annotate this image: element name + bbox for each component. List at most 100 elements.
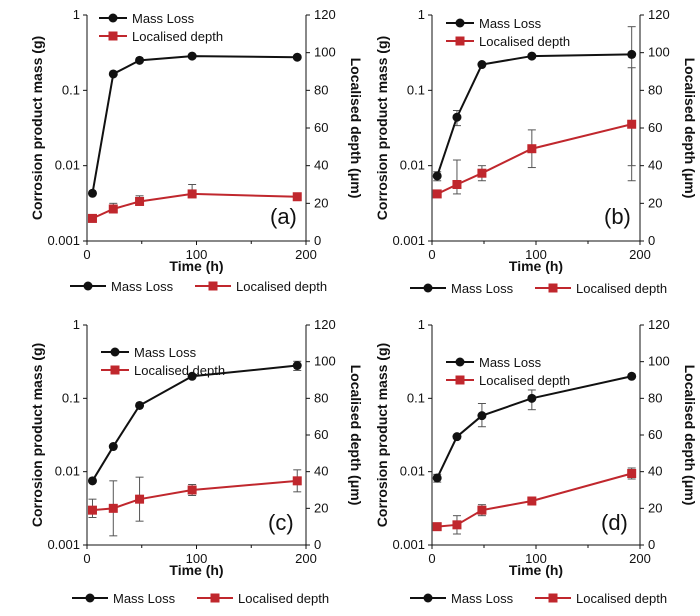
mass-loss-line bbox=[91, 55, 298, 194]
mass-loss-point bbox=[452, 112, 462, 122]
y-left-tick-label: 0.001 bbox=[392, 233, 425, 248]
localised-depth-point bbox=[432, 189, 442, 199]
x-tick-label: 0 bbox=[428, 247, 435, 262]
y-right-tick-label: 0 bbox=[648, 233, 655, 248]
y-left-tick-label: 1 bbox=[418, 317, 425, 332]
bottom-legend-marker bbox=[210, 593, 220, 603]
y-right-tick-label: 60 bbox=[648, 120, 662, 135]
legend-marker bbox=[455, 375, 465, 385]
mass-loss-point bbox=[87, 188, 97, 198]
chart-panel-2: 0 100 200 0.001 0.01 0.1 1 0 20 40 60 80 100 120 Time … bbox=[374, 7, 698, 296]
mass-loss-point bbox=[527, 51, 537, 61]
y-left-tick-label: 0.001 bbox=[47, 233, 80, 248]
x-tick-label: 0 bbox=[83, 247, 90, 262]
bottom-legend-label: Localised depth bbox=[576, 281, 667, 296]
panel-label: (c) bbox=[268, 510, 294, 535]
y-left-tick-label: 0.1 bbox=[62, 390, 80, 405]
legend-marker bbox=[108, 13, 118, 23]
y-left-tick-label: 0.1 bbox=[407, 82, 425, 97]
mass-loss-point bbox=[187, 371, 197, 381]
y-right-tick-label: 60 bbox=[648, 427, 662, 442]
y-right-tick-label: 120 bbox=[648, 7, 670, 22]
bottom-legend-label: Mass Loss bbox=[111, 279, 174, 294]
mass-loss-point bbox=[135, 55, 145, 65]
chart-panel-1: 0 100 200 0.001 0.01 0.1 1 0 20 40 60 80 100 120 Time … bbox=[29, 7, 364, 294]
localised-depth-point bbox=[527, 144, 537, 154]
localised-depth-point bbox=[477, 505, 487, 515]
bottom-legend-label: Mass Loss bbox=[451, 281, 514, 296]
mass-loss-line bbox=[436, 375, 632, 479]
localised-depth-point bbox=[135, 494, 145, 504]
x-axis-title: Time (h) bbox=[169, 258, 223, 274]
x-tick-label: 0 bbox=[428, 551, 435, 566]
bottom-legend-marker bbox=[548, 593, 558, 603]
localised-depth-point bbox=[477, 168, 487, 178]
x-tick-label: 100 bbox=[186, 247, 208, 262]
y-right-tick-label: 40 bbox=[314, 464, 328, 479]
y-right-tick-label: 40 bbox=[648, 464, 662, 479]
bottom-legend-label: Mass Loss bbox=[451, 591, 514, 606]
legend-marker bbox=[455, 18, 465, 28]
y-right-tick-label: 20 bbox=[314, 195, 328, 210]
y-left-axis-title: Corrosion product mass (g) bbox=[374, 36, 390, 220]
y-left-tick-label: 1 bbox=[73, 7, 80, 22]
y-left-tick-label: 1 bbox=[73, 317, 80, 332]
y-left-axis-title: Corrosion product mass (g) bbox=[374, 343, 390, 527]
y-right-tick-label: 120 bbox=[648, 317, 670, 332]
y-right-axis-title: Localised depth (μm) bbox=[682, 58, 698, 199]
x-axis-title: Time (h) bbox=[509, 562, 563, 578]
y-right-tick-label: 120 bbox=[314, 317, 336, 332]
mass-loss-point bbox=[292, 52, 302, 62]
y-left-tick-label: 1 bbox=[418, 7, 425, 22]
legend-marker bbox=[108, 31, 118, 41]
localised-depth-point bbox=[527, 496, 537, 506]
y-left-tick-label: 0.1 bbox=[62, 82, 80, 97]
panel-label: (a) bbox=[270, 204, 297, 229]
legend-label: Mass Loss bbox=[134, 345, 197, 360]
panel-label: (d) bbox=[601, 510, 628, 535]
mass-loss-line bbox=[436, 53, 632, 177]
y-right-tick-label: 20 bbox=[648, 195, 662, 210]
mass-loss-point bbox=[432, 473, 442, 483]
x-tick-label: 200 bbox=[629, 551, 651, 566]
legend-label: Localised depth bbox=[134, 363, 225, 378]
y-right-tick-label: 120 bbox=[314, 7, 336, 22]
chart-panel-4: 0 100 200 0.001 0.01 0.1 1 0 20 40 60 80 100 120 Time … bbox=[374, 317, 698, 606]
localised-depth-point bbox=[187, 485, 197, 495]
localised-depth-point bbox=[108, 503, 118, 513]
y-left-tick-label: 0.001 bbox=[392, 537, 425, 552]
bottom-legend-marker bbox=[423, 283, 433, 293]
localised-depth-point bbox=[627, 119, 637, 129]
mass-loss-point bbox=[627, 371, 637, 381]
y-right-tick-label: 0 bbox=[648, 537, 655, 552]
y-left-tick-label: 0.01 bbox=[55, 464, 80, 479]
y-left-tick-label: 0.01 bbox=[400, 158, 425, 173]
x-axis-title: Time (h) bbox=[169, 562, 223, 578]
localised-depth-point bbox=[87, 213, 97, 223]
y-right-tick-label: 60 bbox=[314, 427, 328, 442]
localised-depth-point bbox=[292, 192, 302, 202]
legend-marker bbox=[455, 36, 465, 46]
localised-depth-point bbox=[627, 469, 637, 478]
localised-depth-point bbox=[452, 180, 462, 189]
y-right-tick-label: 0 bbox=[314, 233, 321, 248]
bottom-legend-label: Localised depth bbox=[576, 591, 667, 606]
legend-marker bbox=[455, 357, 465, 367]
y-right-axis-title: Localised depth (μm) bbox=[682, 365, 698, 506]
y-right-tick-label: 20 bbox=[648, 500, 662, 515]
y-left-tick-label: 0.1 bbox=[407, 390, 425, 405]
y-left-tick-label: 0.001 bbox=[47, 537, 80, 552]
localised-depth-point bbox=[87, 505, 97, 515]
bottom-legend-marker bbox=[85, 593, 95, 603]
mass-loss-point bbox=[527, 393, 537, 403]
legend-label: Mass Loss bbox=[479, 355, 542, 370]
x-tick-label: 0 bbox=[83, 551, 90, 566]
localised-depth-point bbox=[108, 204, 118, 214]
y-left-tick-label: 0.01 bbox=[400, 464, 425, 479]
x-tick-label: 100 bbox=[525, 247, 547, 262]
mass-loss-point bbox=[477, 60, 487, 70]
legend-label: Localised depth bbox=[132, 29, 223, 44]
bottom-legend-marker bbox=[83, 281, 93, 291]
bottom-legend-label: Localised depth bbox=[238, 591, 329, 606]
